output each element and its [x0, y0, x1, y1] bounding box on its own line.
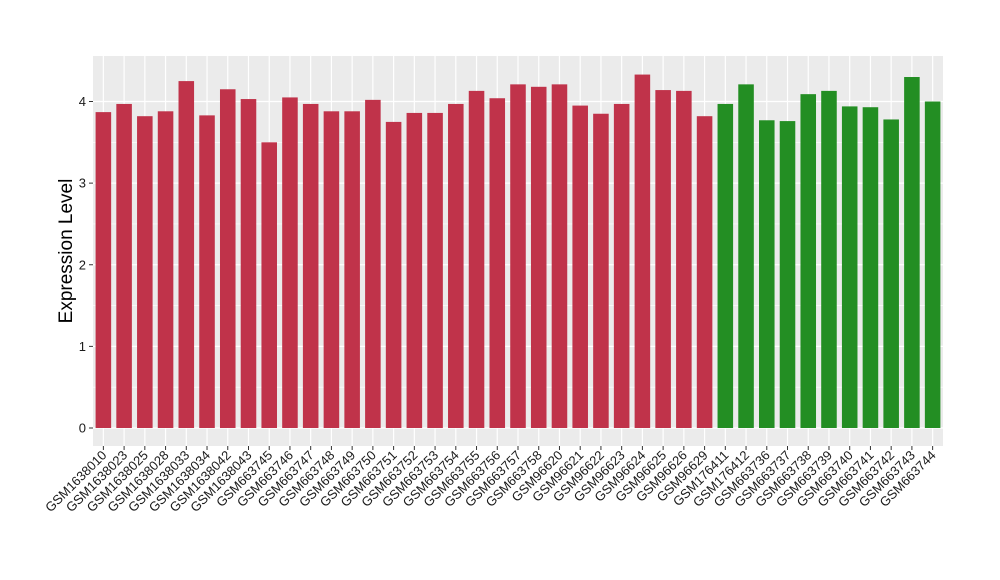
bar — [157, 111, 174, 429]
y-tick-label: 0 — [79, 421, 86, 436]
bar — [510, 84, 526, 428]
y-tick-label: 1 — [79, 339, 86, 354]
bar — [634, 74, 651, 428]
bar — [406, 112, 423, 429]
bar — [551, 84, 568, 428]
x-axis: GSM1638010GSM1638023GSM1638025GSM1638028… — [42, 446, 939, 515]
bar — [448, 103, 464, 428]
bar — [199, 115, 215, 428]
bar — [468, 90, 485, 429]
bar — [717, 103, 734, 428]
y-tick-label: 2 — [79, 257, 86, 272]
bar — [137, 116, 153, 428]
bar — [593, 113, 609, 429]
bar — [676, 90, 692, 429]
bar — [95, 112, 112, 428]
bar — [821, 90, 837, 429]
bar — [862, 107, 879, 429]
bar — [800, 94, 817, 428]
bar — [779, 121, 796, 428]
bar — [489, 98, 506, 429]
bar — [240, 99, 257, 429]
bar — [613, 103, 630, 428]
bar — [178, 81, 195, 428]
bar — [323, 111, 340, 429]
bar — [427, 112, 443, 429]
y-tick-label: 4 — [79, 94, 86, 109]
bar — [696, 116, 713, 428]
bar — [572, 105, 588, 429]
bar — [924, 101, 941, 428]
bar — [655, 90, 671, 428]
bar — [738, 84, 754, 428]
bar — [365, 99, 381, 429]
y-axis: 0 1 2 3 4 — [79, 94, 93, 436]
bar — [883, 119, 899, 429]
bar — [219, 89, 236, 428]
bar — [261, 142, 277, 428]
y-axis-title: Expression Level — [56, 179, 77, 324]
bar — [759, 120, 775, 429]
bar — [302, 103, 319, 428]
bar — [904, 77, 920, 428]
bar — [385, 121, 402, 428]
bar — [344, 111, 360, 429]
y-tick-label: 3 — [79, 176, 86, 191]
bar — [116, 103, 132, 428]
bar — [282, 97, 298, 428]
bar — [530, 86, 547, 429]
bars-group — [95, 74, 941, 429]
bar — [841, 106, 858, 429]
